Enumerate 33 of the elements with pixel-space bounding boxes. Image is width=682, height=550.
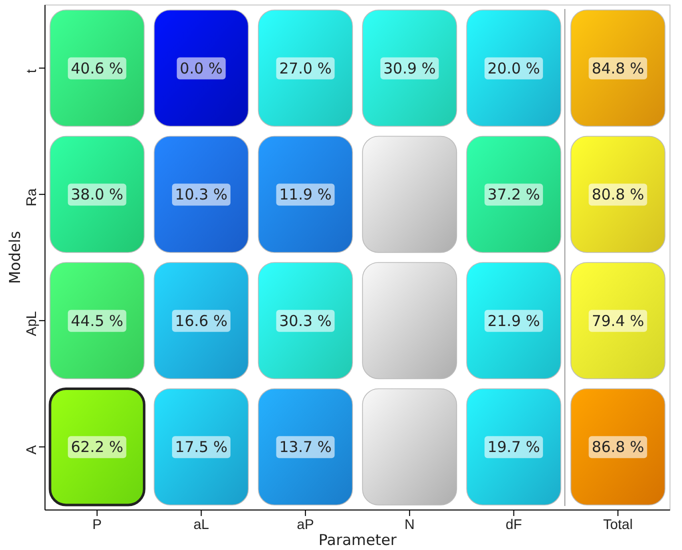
x-tick-label: N: [404, 516, 415, 532]
data-label: 20.0 %: [488, 59, 540, 78]
y-tick-label: A: [23, 444, 39, 455]
y-tick-label: Ra: [23, 188, 39, 206]
data-label: 13.7 %: [279, 438, 332, 456]
data-label: 17.5 %: [175, 438, 228, 456]
data-label: 44.5 %: [70, 312, 124, 330]
data-label: 79.4 %: [592, 312, 644, 330]
data-label: 86.8 %: [592, 438, 644, 456]
data-label: 16.6 %: [175, 312, 228, 330]
data-label: 19.7 %: [488, 438, 540, 456]
data-label: 30.3 %: [279, 312, 332, 330]
y-axis-title: Models: [6, 230, 24, 284]
data-label: 62.2 %: [70, 438, 124, 456]
data-label: 40.6 %: [70, 59, 124, 78]
data-label: 80.8 %: [592, 186, 644, 204]
x-tick-label: aL: [193, 516, 210, 532]
data-label: 37.2 %: [488, 186, 540, 204]
x-tick-label: aP: [296, 516, 314, 532]
data-label: 84.8 %: [592, 59, 644, 78]
x-tick-label: Total: [603, 516, 633, 532]
data-label: 10.3 %: [175, 186, 228, 204]
data-label: 38.0 %: [70, 186, 124, 204]
x-tick-label: P: [92, 516, 102, 532]
data-label: 21.9 %: [488, 312, 540, 330]
x-tick-label: dF: [506, 516, 522, 532]
data-label: 0.0 %: [180, 59, 223, 78]
data-label: 27.0 %: [279, 59, 332, 78]
x-axis-title: Parameter: [318, 531, 398, 549]
data-label: 30.9 %: [383, 59, 436, 78]
y-tick-label: t: [23, 69, 39, 74]
data-label: 11.9 %: [279, 186, 332, 204]
y-tick-label: ApL: [23, 310, 39, 336]
